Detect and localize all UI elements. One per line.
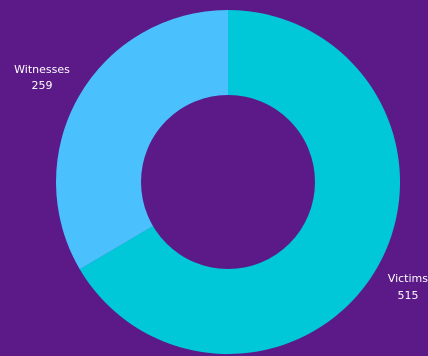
slice-value-victims: 515 — [398, 289, 419, 302]
slice-label-victims: Victims — [388, 272, 428, 285]
slice-label-witnesses: Witnesses — [14, 63, 70, 76]
slice-value-witnesses: 259 — [32, 79, 53, 92]
donut-hole — [141, 95, 315, 269]
